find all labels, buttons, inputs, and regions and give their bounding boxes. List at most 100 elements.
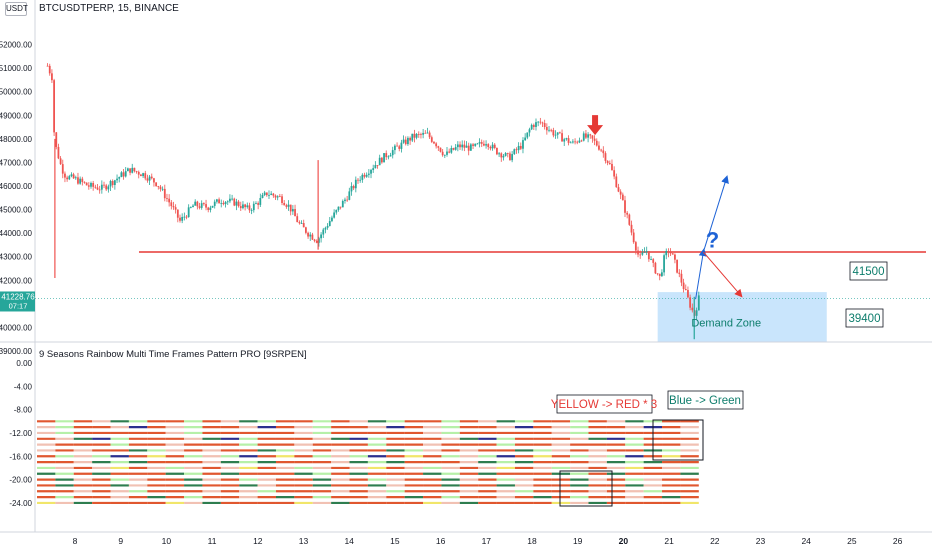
candle-body [107,186,110,190]
price-tick-label: 40000.00 [0,323,33,332]
candle-body [489,146,492,149]
candle-body [237,201,240,207]
indicator-tick-label: -20.00 [9,476,32,485]
candle-body [593,138,596,141]
candle-body [469,144,472,151]
candle-body [315,240,318,243]
candle-body [202,203,205,205]
candle-body [166,198,168,199]
candle-body [309,234,312,237]
candle-body [509,153,511,161]
time-tick-label: 11 [208,536,217,546]
candle-body [196,201,199,207]
candle-body [311,234,314,240]
candle-body [493,144,496,148]
candle-body [632,232,635,243]
indicator-tick-label: 0.00 [16,359,32,368]
candle-body [528,129,531,133]
candle-body [628,214,631,225]
candle-body [185,216,188,218]
candle-body [231,198,233,200]
candle-body [278,196,281,198]
candle-body [172,206,175,208]
candle-body [687,290,689,298]
candle-body [183,216,186,218]
time-tick-label: 13 [299,536,309,546]
candle-body [226,201,229,203]
candle-body [461,144,464,148]
zone-top-label: 41500 [853,266,885,278]
blue-green-box [652,419,704,461]
candle-body [511,154,514,161]
indicator-title[interactable]: 9 Seasons Rainbow Multi Time Frames Patt… [39,349,307,360]
candle-body [548,129,550,131]
candle-body [565,138,568,140]
candle-body [650,259,652,260]
time-tick-label: 23 [756,536,766,546]
candle-body [100,184,103,190]
candle-body [543,123,546,127]
candle-body [263,192,266,195]
candle-body [378,157,381,166]
candle-body [617,187,620,192]
candle-body [320,234,322,239]
candle-body [153,178,155,183]
candle-body [532,124,535,127]
symbol-header[interactable]: BTCUSDTPERP, 15, BINANCE [39,3,179,14]
candle-body [146,178,149,181]
candle-body [200,203,203,208]
candle-body [398,146,401,149]
candle-body [376,165,379,166]
candle-body [545,126,548,131]
candle-body [435,143,438,147]
time-tick-label: 21 [664,536,674,546]
time-tick-label: 19 [573,536,583,546]
blue-green-label-box [667,390,744,410]
candle-body [417,133,420,135]
candle-body [48,65,51,74]
candle-body [350,186,353,192]
candle-body [322,229,325,235]
candle-body [372,168,375,170]
candle-body [407,137,409,145]
candle-body [66,177,69,180]
candle-body [159,186,162,190]
candle-body [613,170,616,177]
candle-body [341,200,344,208]
candle-body [409,137,411,141]
candle-body [595,140,598,146]
zone-bottom-label: 39400 [849,313,881,325]
candle-body [422,132,425,135]
candle-body [98,189,101,191]
candle-body [207,207,210,211]
candle-body [46,65,49,67]
candle-body [59,158,62,165]
candle-body [291,209,294,212]
candle-body [496,147,498,155]
blue-green-label: Blue -> Green [669,395,741,407]
candle-body [163,188,166,199]
candle-body [354,179,357,189]
candle-body [187,207,190,218]
candle-body [589,134,592,136]
candle-body [608,162,611,164]
unit-badge[interactable]: USDT [5,2,28,16]
candle-body [578,140,581,143]
candle-body [411,133,414,141]
candle-body [261,194,264,199]
candle-body [244,204,247,208]
price-badge-value: 41228.76 [1,292,35,301]
candle-body [220,202,223,204]
candle-body [634,242,637,251]
candle-body [563,139,566,142]
candle-body [140,174,142,177]
candle-body [558,132,561,134]
time-tick-label: 8 [73,536,78,546]
candle-body [663,255,665,273]
price-tick-label: 46000.00 [0,182,33,191]
candle-body [385,153,388,158]
candle-body [619,191,622,195]
candle-body [556,132,559,135]
